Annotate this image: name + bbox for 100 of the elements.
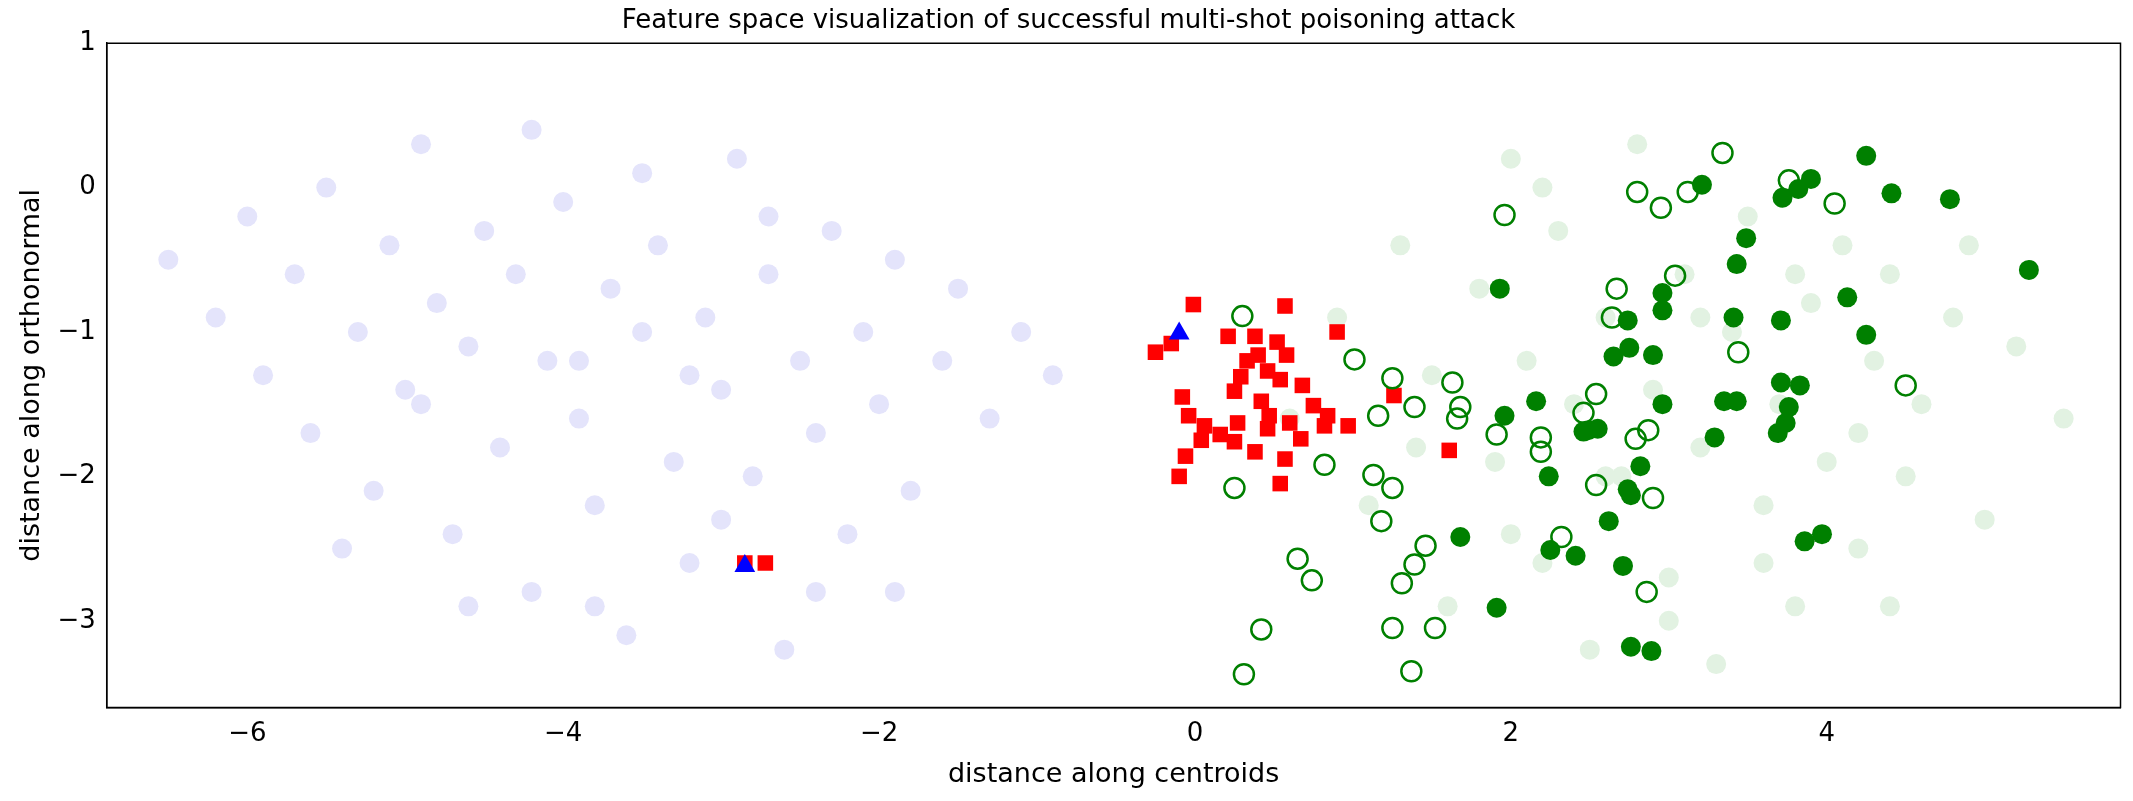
point [1704,427,1725,448]
point [1856,324,1877,345]
point [1642,345,1663,366]
point [1171,468,1187,485]
point [1403,553,1426,576]
point [1390,571,1414,595]
point [695,307,716,328]
point [521,119,542,140]
point [742,466,763,487]
point [568,350,589,371]
point [1690,437,1711,458]
point [1627,134,1648,155]
point [1711,141,1734,165]
point [1294,377,1311,394]
point [1550,525,1573,549]
point [869,394,890,415]
point [379,235,400,256]
point [1247,328,1263,345]
point [679,365,700,386]
point [584,596,605,617]
point [1532,177,1553,198]
point [1445,407,1469,430]
point [1185,296,1202,313]
point [1772,187,1793,208]
x-tick-label: −4 [544,716,583,747]
point [1620,636,1641,657]
point [1421,365,1442,386]
y-tick-label: −2 [57,459,96,490]
x-tick-label: −6 [228,716,267,747]
point [1753,553,1774,574]
point [1565,545,1586,566]
point [1652,394,1673,415]
point [1293,431,1309,447]
point [1386,387,1402,404]
point [1239,353,1255,369]
point [1272,371,1289,388]
point [1381,476,1404,500]
point [1691,174,1712,195]
point [1450,527,1471,548]
point [1193,432,1210,449]
point [1770,310,1791,331]
point [2018,259,2039,280]
point [1600,306,1624,329]
point [1816,451,1837,472]
point [900,480,921,501]
point [1848,538,1869,559]
chart-title: Feature space visualization of successful multi-shot poisoning attack [621,4,1516,35]
point [505,264,526,285]
point [805,423,826,444]
point [1229,415,1246,431]
point [1943,307,1964,328]
point [458,596,479,617]
point [1837,287,1858,308]
point [347,321,368,342]
point [979,408,1000,429]
point [1778,397,1799,418]
point [1486,597,1507,618]
point [1548,220,1569,241]
point [1785,264,1806,285]
point [1617,310,1638,331]
point [1366,404,1390,427]
point [1540,540,1561,561]
point [1485,423,1508,446]
point [1180,407,1197,424]
point [1340,418,1356,434]
point [284,264,305,285]
point [1770,372,1791,393]
point [1579,639,1600,660]
y-tick-label: −3 [57,603,96,634]
point [1489,278,1510,299]
point [1449,395,1472,419]
point [1848,423,1869,444]
point [1939,189,1960,210]
point [1767,423,1788,444]
point [632,321,653,342]
point [1658,567,1679,588]
point [1220,328,1236,345]
point [1737,206,1758,227]
point [1423,616,1447,640]
point [1343,348,1366,371]
point [363,480,384,501]
point [1147,344,1164,360]
point [1879,264,1900,285]
point [1864,350,1885,371]
point [1641,641,1662,662]
point [1269,334,1285,350]
point [1572,401,1595,425]
point [1300,569,1324,592]
point [1316,418,1333,434]
point [1232,368,1249,385]
point [1911,394,1932,415]
point [1305,397,1322,414]
point [584,495,605,516]
y-tick-label: −1 [57,314,96,345]
y-axis-title: distance along orthonormal [14,188,46,562]
point [395,379,416,400]
point [1895,466,1916,487]
point [411,134,432,155]
point [1174,389,1191,405]
point [521,581,542,602]
